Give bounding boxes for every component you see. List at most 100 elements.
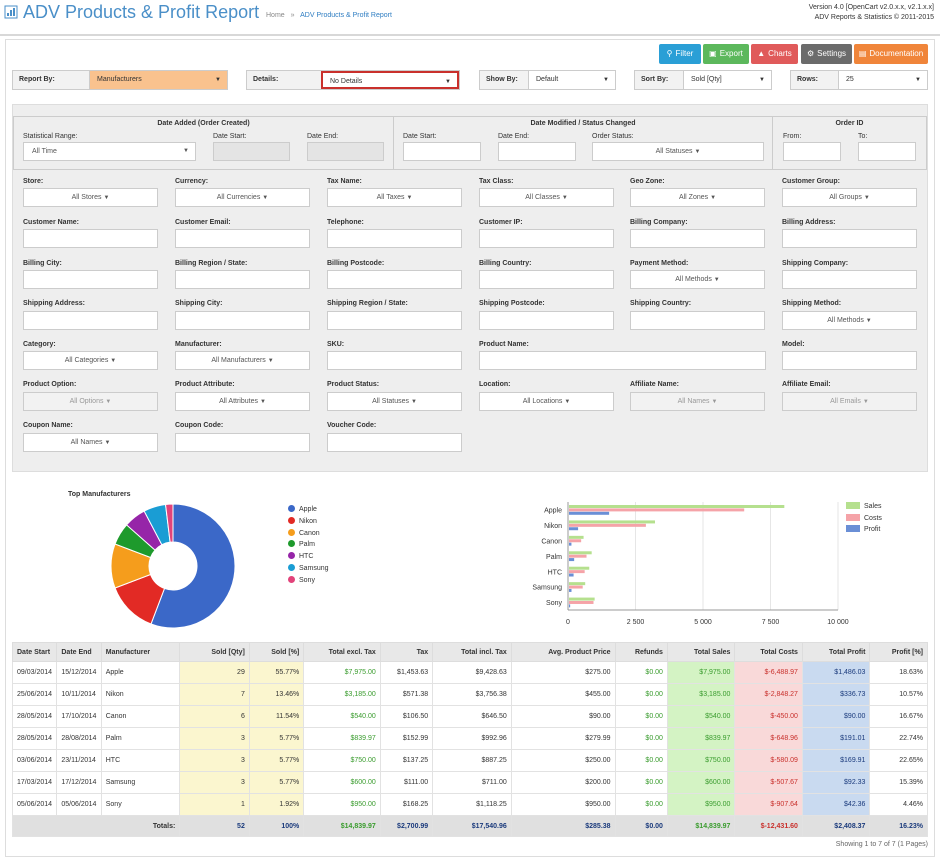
billing-city-input[interactable] — [23, 270, 158, 289]
details-select[interactable]: No Details ▼ — [321, 71, 459, 89]
customer-group-select[interactable]: All Groups ▼ — [782, 188, 917, 207]
bar-costs-samsung[interactable] — [569, 585, 583, 589]
shipping-city-input[interactable] — [175, 311, 310, 330]
bar-profit-sony[interactable] — [569, 604, 571, 608]
shipping-method-select[interactable]: All Methods ▼ — [782, 311, 917, 330]
customer-name-input[interactable] — [23, 229, 158, 248]
customer-ip-input[interactable] — [479, 229, 614, 248]
statistical-range-select[interactable]: All Time ▼ — [23, 142, 196, 161]
affiliate-name-select[interactable]: All Names ▼ — [630, 392, 765, 411]
shipping-country-input[interactable] — [630, 311, 765, 330]
pie-legend-item[interactable]: Samsung — [288, 564, 329, 572]
voucher-code-input[interactable] — [327, 433, 462, 452]
manufacturer-select[interactable]: All Manufacturers ▼ — [175, 351, 310, 370]
bar-profit-apple[interactable] — [569, 511, 610, 515]
order-status-select[interactable]: All Statuses ▼ — [592, 142, 764, 161]
breadcrumb-current[interactable]: ADV Products & Profit Report — [300, 12, 392, 19]
category-select[interactable]: All Categories ▼ — [23, 351, 158, 370]
geo-zone-select[interactable]: All Zones ▼ — [630, 188, 765, 207]
shipping-region-input[interactable] — [327, 311, 462, 330]
location-select[interactable]: All Locations ▼ — [479, 392, 614, 411]
column-header[interactable]: Avg. Product Price — [510, 642, 616, 662]
billing-country-input[interactable] — [479, 270, 614, 289]
tax-class-select[interactable]: All Classes ▼ — [479, 188, 614, 207]
rows-select[interactable]: 25 ▼ — [838, 71, 927, 89]
settings-button[interactable]: ⚙ Settings — [801, 44, 852, 64]
bar-sales-htc[interactable] — [569, 566, 590, 570]
breadcrumb-home[interactable]: Home — [266, 12, 285, 19]
product-status-select[interactable]: All Statuses ▼ — [327, 392, 462, 411]
shipping-company-input[interactable] — [782, 270, 917, 289]
shipping-postcode-input[interactable] — [479, 311, 614, 330]
column-header[interactable]: Date End — [56, 642, 102, 662]
added-date-start-input[interactable] — [213, 142, 290, 161]
bar-sales-canon[interactable] — [569, 535, 584, 539]
bar-costs-canon[interactable] — [569, 539, 582, 543]
bar-profit-canon[interactable] — [569, 542, 572, 546]
customer-email-input[interactable] — [175, 229, 310, 248]
bar-sales-apple[interactable] — [569, 505, 785, 508]
report-by-select[interactable]: Manufacturers ▼ — [89, 71, 227, 89]
billing-postcode-input[interactable] — [327, 270, 462, 289]
charts-button[interactable]: ▲ Charts — [751, 44, 798, 64]
modified-date-start-input[interactable] — [403, 142, 481, 161]
bar-costs-apple[interactable] — [569, 508, 745, 512]
column-header[interactable]: Total Sales — [666, 642, 736, 662]
pie-legend-item[interactable]: Nikon — [288, 516, 317, 525]
tax-name-select[interactable]: All Taxes ▼ — [327, 188, 462, 207]
bar-legend-item[interactable]: Sales — [846, 502, 882, 510]
column-header[interactable]: Manufacturer — [100, 642, 181, 662]
filter-button[interactable]: ⚲ Filter — [659, 44, 701, 64]
bar-sales-palm[interactable] — [569, 551, 592, 555]
store-select[interactable]: All Stores ▼ — [23, 188, 158, 207]
model-input[interactable] — [782, 351, 917, 370]
bar-costs-htc[interactable] — [569, 570, 585, 574]
pie-legend-item[interactable]: Apple — [288, 505, 317, 513]
bar-costs-nikon[interactable] — [569, 523, 646, 527]
sku-input[interactable] — [327, 351, 462, 370]
pie-legend-item[interactable]: Sony — [288, 575, 315, 584]
pie-legend-item[interactable]: HTC — [288, 552, 313, 560]
bar-legend-item[interactable]: Profit — [846, 525, 880, 533]
coupon-code-input[interactable] — [175, 433, 310, 452]
affiliate-email-select[interactable]: All Emails ▼ — [782, 392, 917, 411]
bar-profit-samsung[interactable] — [569, 588, 572, 592]
bar-legend-item[interactable]: Costs — [846, 513, 882, 522]
currency-select[interactable]: All Currencies ▼ — [175, 188, 310, 207]
column-header[interactable]: Date Start — [11, 642, 58, 662]
bar-costs-palm[interactable] — [569, 554, 587, 558]
pie-slice-apple[interactable] — [150, 503, 236, 629]
product-name-input[interactable] — [479, 351, 766, 370]
billing-region-input[interactable] — [175, 270, 310, 289]
documentation-button[interactable]: ▤ Documentation — [854, 44, 928, 64]
column-header[interactable]: Sold [%] — [248, 642, 305, 662]
bar-profit-palm[interactable] — [569, 558, 575, 562]
order-id-to-input[interactable] — [858, 142, 916, 161]
pie-legend-item[interactable]: Palm — [288, 540, 315, 548]
order-id-from-input[interactable] — [783, 142, 841, 161]
added-date-end-input[interactable] — [307, 142, 384, 161]
product-option-select[interactable]: All Options ▼ — [23, 392, 158, 411]
modified-date-end-input[interactable] — [498, 142, 576, 161]
bar-sales-samsung[interactable] — [569, 582, 586, 586]
coupon-name-select[interactable]: All Names ▼ — [23, 433, 158, 452]
bar-profit-nikon[interactable] — [569, 527, 579, 531]
pie-slice-sony[interactable] — [164, 503, 174, 543]
column-header[interactable]: Total excl. Tax — [303, 642, 381, 662]
column-header[interactable]: Total incl. Tax — [432, 642, 512, 662]
column-header[interactable]: Sold [Qty] — [179, 642, 250, 662]
show-by-select[interactable]: Default ▼ — [528, 71, 615, 89]
sort-by-select[interactable]: Sold [Qty] ▼ — [683, 71, 771, 89]
column-header[interactable]: Tax — [379, 642, 434, 662]
column-header[interactable]: Total Profit — [801, 642, 871, 662]
pie-legend-item[interactable]: Canon — [288, 528, 320, 537]
bar-profit-htc[interactable] — [569, 573, 574, 577]
column-header[interactable]: Profit [%] — [869, 642, 928, 662]
column-header[interactable]: Refunds — [614, 642, 668, 662]
product-attribute-select[interactable]: All Attributes ▼ — [175, 392, 310, 411]
bar-costs-sony[interactable] — [569, 600, 594, 604]
billing-company-input[interactable] — [630, 229, 765, 248]
bar-sales-sony[interactable] — [569, 597, 595, 601]
column-header[interactable]: Total Costs — [734, 642, 803, 662]
payment-method-select[interactable]: All Methods ▼ — [630, 270, 765, 289]
